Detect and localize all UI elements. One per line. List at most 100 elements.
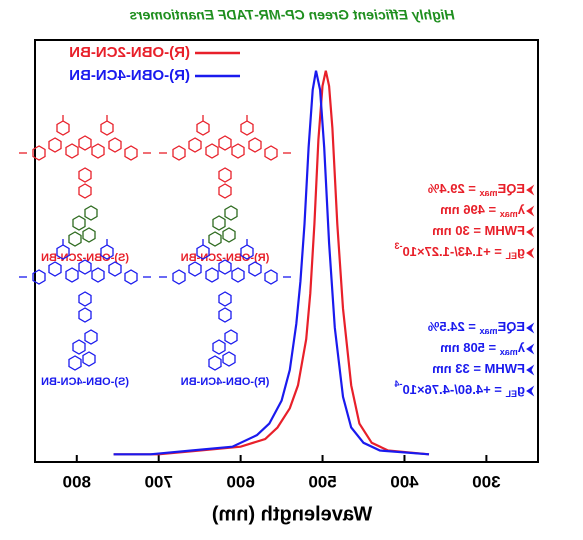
bullet-arrow: [526, 343, 535, 355]
ring: [218, 135, 232, 151]
ring: [264, 269, 278, 285]
annotation-part: λ: [517, 202, 525, 217]
annotation: FWHM = 33 nm: [432, 361, 525, 376]
ring: [68, 355, 82, 371]
ring: [72, 339, 86, 355]
annotation-part: max: [500, 209, 518, 219]
annotation-part: = 508 nm: [440, 340, 500, 355]
ring: [56, 120, 70, 136]
ring: [212, 339, 226, 355]
plot-frame: [34, 39, 539, 463]
ring: [188, 137, 202, 153]
annotation-part: -4: [395, 379, 403, 389]
ring: [196, 120, 210, 136]
ring: [78, 135, 92, 151]
ring: [208, 231, 222, 247]
legend-label: (R)-OBN-2CN-BN: [69, 44, 190, 61]
annotation-part: = 29.4%: [427, 181, 479, 196]
annotation-part: EL: [505, 389, 517, 399]
ring: [91, 143, 105, 159]
annotation-part: max: [500, 347, 518, 357]
ring: [205, 267, 219, 283]
ring: [82, 227, 96, 243]
ring: [124, 269, 138, 285]
ring: [78, 183, 92, 199]
ring: [208, 355, 222, 371]
ring: [108, 261, 122, 277]
ring: [188, 261, 202, 277]
annotation-part: EL: [505, 251, 517, 261]
annotation: λmax = 508 nm: [440, 340, 525, 357]
ring: [240, 120, 254, 136]
ring: [65, 143, 79, 159]
annotation-part: = +1.43/-1.27×10: [403, 244, 506, 259]
ring: [218, 183, 232, 199]
ring: [91, 267, 105, 283]
annotation-part: max: [480, 188, 498, 198]
ring: [84, 329, 98, 345]
bullet-arrow: [526, 364, 535, 376]
ring: [224, 329, 238, 345]
annotation-part: g: [517, 244, 525, 259]
bullet-arrow: [526, 385, 535, 397]
ring: [78, 307, 92, 323]
ring: [264, 145, 278, 161]
ring: [224, 205, 238, 221]
ring: [248, 137, 262, 153]
ring: [222, 227, 236, 243]
annotation-part: FWHM = 30 nm: [432, 223, 525, 238]
ring: [218, 167, 232, 183]
ring: [48, 261, 62, 277]
ring: [72, 215, 86, 231]
ring: [212, 215, 226, 231]
chart-title: Highly Efficient Green CP-MR-TADF Enanti…: [129, 7, 455, 23]
x-tick-label: 800: [63, 472, 91, 491]
x-tick-label: 300: [472, 472, 500, 491]
ring: [68, 231, 82, 247]
ring: [108, 137, 122, 153]
annotation-part: max: [480, 326, 498, 336]
annotation-part: EQE: [497, 181, 525, 196]
ring: [82, 351, 96, 367]
annotation: gEL = +4.60/-4.76×10-4: [395, 379, 526, 399]
annotation-part: = 496 nm: [440, 202, 500, 217]
annotation: EQEmax = 24.5%: [427, 319, 525, 336]
x-tick-label: 700: [145, 472, 173, 491]
ring: [231, 267, 245, 283]
series-line: [113, 70, 430, 456]
x-tick-label: 400: [390, 472, 418, 491]
molecule: (S)-OBN-4CN-BN: [19, 239, 151, 388]
annotation: FWHM = 30 nm: [432, 223, 525, 238]
annotation-part: λ: [517, 340, 525, 355]
ring: [222, 351, 236, 367]
x-tick-label: 500: [308, 472, 336, 491]
legend-label: (R)-OBN-4CN-BN: [69, 67, 190, 84]
bullet-arrow: [526, 322, 535, 334]
ring: [172, 145, 186, 161]
molecule-structures: (R)-OBN-2CN-BN (S)-OBN-2CN-BN (R)-OBN-4CN-…: [19, 115, 291, 388]
annotation-part: = +4.60/-4.76×10: [403, 382, 506, 397]
ring: [124, 145, 138, 161]
molecule: (R)-OBN-2CN-BN: [159, 115, 291, 264]
molecule: (R)-OBN-4CN-BN: [159, 239, 291, 388]
bullet-arrow: [526, 226, 535, 238]
ring: [172, 269, 186, 285]
molecule-label: (S)-OBN-2CN-BN: [41, 252, 129, 264]
bullet-arrow: [526, 205, 535, 217]
annotation-part: g: [517, 382, 525, 397]
ring: [218, 307, 232, 323]
ring: [248, 261, 262, 277]
annotation-part: FWHM = 33 nm: [432, 361, 525, 376]
ring: [48, 137, 62, 153]
bullet-arrow: [526, 247, 535, 259]
bullet-arrow: [526, 184, 535, 196]
x-axis-label: Wavelength (nm): [212, 503, 372, 525]
x-tick-label: 600: [226, 472, 254, 491]
molecule-label: (R)-OBN-2CN-BN: [181, 252, 270, 264]
ring: [231, 143, 245, 159]
molecule-label: (R)-OBN-4CN-BN: [181, 376, 270, 388]
molecule: (S)-OBN-2CN-BN: [19, 115, 151, 264]
series-line: [113, 70, 430, 456]
